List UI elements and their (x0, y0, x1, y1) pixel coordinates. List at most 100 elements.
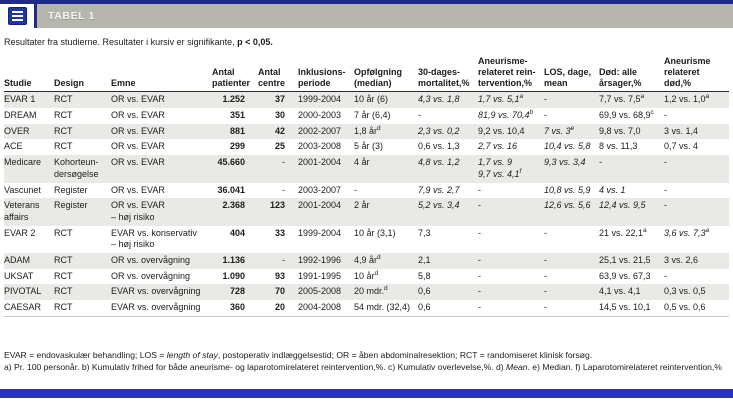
table-cell: 881 (229, 125, 245, 136)
table-cell: 45.660 (217, 157, 245, 168)
table-cell: 123 (269, 200, 285, 211)
table-cell: - (354, 184, 357, 195)
table-cell: - (544, 286, 547, 297)
table-cell: 2004-2008 (298, 302, 342, 313)
table-cell: 0,6 vs. 1,3 (418, 141, 460, 152)
table-cell: - (478, 270, 481, 281)
table-cell: 54 mdr. (32,4) (354, 302, 411, 313)
table-cell: 30 (274, 110, 285, 121)
table-cell: 10,4 vs. 5,8 (544, 141, 591, 152)
table-cell: - (664, 157, 667, 168)
table-list-icon (7, 7, 27, 25)
table-cell: - (664, 200, 667, 211)
table-cell: RCT (54, 270, 73, 281)
table-cell: 5,2 vs. 3,4 (418, 200, 460, 211)
table-cell: OR vs. overvågning (111, 270, 191, 281)
icon-cell (0, 4, 37, 28)
header-row: Studie Design Emne Antal patienter Antal cen… (4, 56, 729, 93)
table-cell: 14,5 vs. 10,1 (599, 302, 651, 313)
table-head: Studie Design Emne Antal patienter Antal cen… (4, 56, 729, 93)
table-cell: PIVOTAL (4, 286, 42, 297)
table-cell: UKSAT (4, 270, 34, 281)
table-cell: 5,8 (418, 270, 431, 281)
table-cell: 7,7 vs. 7,5a (599, 93, 645, 105)
table-cell: 351 (229, 110, 245, 121)
table-cell: RCT (54, 227, 73, 238)
table-cell: 360 (229, 302, 245, 313)
table-cell: 8 vs. 11,3 (599, 141, 638, 152)
top-accent-bar (0, 0, 733, 4)
table-cell: 0,6 (418, 302, 431, 313)
table-cell: - (664, 270, 667, 281)
table-cell: 37 (274, 94, 285, 105)
table-cell: 4 vs. 1 (599, 184, 626, 195)
table-cell: 4 år (354, 157, 370, 168)
table-cell: 0,5 vs. 0,6 (664, 302, 706, 313)
table-cell: RCT (54, 254, 73, 265)
table-cell: 3 vs. 2,6 (664, 254, 699, 265)
table-cell: 2,3 vs. 0,2 (418, 125, 460, 136)
table-cell: - (478, 254, 481, 265)
table-cell: 728 (229, 286, 245, 297)
table-cell: - (544, 254, 547, 265)
results-table: Studie Design Emne Antal patienter Antal cen… (4, 56, 729, 317)
table-cell: 2001-2004 (298, 157, 342, 168)
table-row: Vascunet Register OR vs. EVAR 36.041 - 2003-2… (4, 183, 729, 199)
table-cell: EVAR vs. konservativ – høj risiko (111, 227, 197, 250)
table-cell: Medicare (4, 157, 42, 168)
table-cell: 12,4 vs. 9,5 (599, 200, 646, 211)
column-header: Inklusions- periode (298, 56, 354, 93)
column-header: Død: alle årsager,% (599, 56, 664, 93)
table-header-bar: TABEL 1 (0, 4, 733, 28)
table-cell: OVER (4, 125, 30, 136)
table-cell: 4,3 vs. 1,8 (418, 94, 460, 105)
table-row: Medicare Kohorteun- dersøgelse OR vs. EVAR… (4, 155, 729, 183)
table-cell: 63,9 vs. 67,3 (599, 270, 651, 281)
table-cell: 1.136 (222, 254, 245, 265)
column-header: Studie (4, 56, 54, 93)
table-cell: 7,9 vs. 2,7 (418, 184, 460, 195)
table-cell: EVAR vs. overvågning (111, 286, 201, 297)
table-cell: RCT (54, 286, 73, 297)
table-cell: 1991-1995 (298, 270, 342, 281)
table-cell: - (599, 157, 602, 168)
table-cell: 2002-2007 (298, 125, 342, 136)
table-cell: 299 (229, 141, 245, 152)
table-cell: 1992-1996 (298, 254, 342, 265)
table-cell: 20 (274, 302, 285, 313)
title-strip: TABEL 1 (37, 4, 733, 28)
table-cell: Veterans affairs (4, 200, 40, 222)
column-header: Emne (111, 56, 212, 93)
table-cell: 2.368 (222, 200, 245, 211)
table-cell: 1,8 ård (354, 124, 381, 136)
table-cell: 2001-2004 (298, 200, 342, 211)
caption-text: Resultater fra studierne. Resultater i k… (4, 37, 238, 47)
table-cell: 5 år (3) (354, 141, 384, 152)
column-header: Antal centre (258, 56, 298, 93)
table-cell: 10,8 vs. 5,9 (544, 184, 591, 195)
table-cell: 7 år (6,4) (354, 110, 391, 121)
table-cell: 0,7 vs. 4 (664, 141, 699, 152)
table-cell: OR vs. EVAR (111, 184, 165, 195)
table-cell: EVAR vs. overvågning (111, 302, 201, 313)
column-header: Antal patienter (212, 56, 258, 93)
table-cell: RCT (54, 302, 73, 313)
table-cell: 2003-2007 (298, 184, 342, 195)
caption-significance-note: p < 0,05. (237, 37, 273, 47)
table-cell: OR vs. EVAR (111, 141, 165, 152)
table-row: CAESAR RCT EVAR vs. overvågning 360 20 2004-2… (4, 300, 729, 316)
table-row: EVAR 2 RCT EVAR vs. konservativ – høj risi… (4, 226, 729, 253)
table-cell: 404 (229, 227, 245, 238)
table-cell: 36.041 (217, 184, 245, 195)
table-row: ACE RCT OR vs. EVAR 299 25 2003-2008 5 år (3) 0… (4, 139, 729, 155)
table-cell: 9,8 vs. 7,0 (599, 125, 641, 136)
table-cell: 25,1 vs. 21,5 (599, 254, 651, 265)
table-cell: 69,9 vs. 68,9c (599, 109, 654, 121)
table-cell: OR vs. EVAR (111, 110, 165, 121)
table-cell: 1999-2004 (298, 94, 342, 105)
table-cell: RCT (54, 94, 73, 105)
table-cell: - (478, 200, 481, 211)
table-cell: ADAM (4, 254, 31, 265)
table-cell: 1,2 vs. 1,0a (664, 93, 710, 105)
table-cell: 1.090 (222, 270, 245, 281)
